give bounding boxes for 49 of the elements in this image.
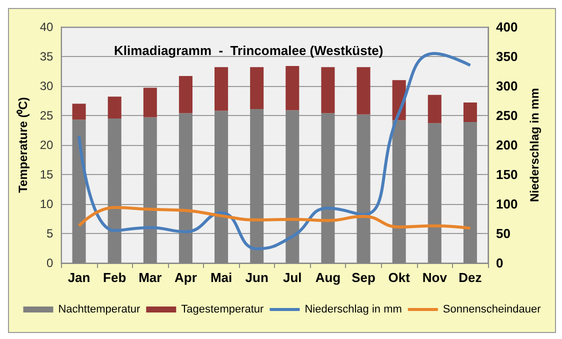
y-tick-label: 35 xyxy=(40,50,54,64)
y2-tick-label: 150 xyxy=(496,167,518,182)
bar xyxy=(178,76,192,114)
x-tick-label: Feb xyxy=(103,270,126,285)
y2-tick-label: 350 xyxy=(496,49,518,64)
x-tick-label: Jun xyxy=(245,270,268,285)
bar xyxy=(108,96,122,118)
legend-label: Sonnenscheindauer xyxy=(442,304,542,316)
y2-axis-title: Niederschlag in mm xyxy=(528,88,542,202)
bar xyxy=(428,94,442,124)
legend-label: Tagestemperatur xyxy=(181,304,264,316)
y2-tick-label: 0 xyxy=(496,256,504,270)
y-tick-label: 15 xyxy=(40,168,54,182)
y-tick-label: 0 xyxy=(46,256,54,270)
legend-label: Nachttemperatur xyxy=(58,304,140,316)
text: Klimadiagramm - Trincomalee (Westküste) xyxy=(114,43,384,58)
bar xyxy=(214,67,228,111)
y2-tick-label: 200 xyxy=(496,138,518,152)
x-tick-label: Sep xyxy=(352,270,376,285)
y2-tick-label: 50 xyxy=(496,226,510,241)
bar xyxy=(143,88,157,118)
y-tick-label: 40 xyxy=(40,20,54,34)
bar xyxy=(286,66,300,110)
x-tick-label: Mar xyxy=(138,270,162,285)
y2-tick-label: 300 xyxy=(496,78,518,94)
y-tick-label: 20 xyxy=(40,138,54,152)
bar xyxy=(463,102,477,122)
x-tick-label: Aug xyxy=(315,270,341,285)
x-tick-label: Mai xyxy=(210,270,232,285)
x-tick-label: Jan xyxy=(68,270,90,285)
y-tick-label: 25 xyxy=(40,108,54,122)
bar xyxy=(356,67,370,114)
y2-tick-label: 100 xyxy=(496,196,518,212)
bar xyxy=(72,104,86,120)
x-tick-label: Nov xyxy=(422,270,448,285)
bar xyxy=(321,67,335,114)
y-axis-title: Temperature (⁰C) xyxy=(16,97,30,193)
line-series xyxy=(78,206,472,230)
y2-tick-label: 250 xyxy=(496,108,518,123)
y-tick-label: 5 xyxy=(46,226,54,240)
y2-tick-label: 400 xyxy=(496,20,518,34)
x-tick-label: Okt xyxy=(388,270,411,285)
x-tick-label: Jul xyxy=(283,270,302,285)
x-tick-label: Dez xyxy=(458,270,482,285)
y-tick-label: 30 xyxy=(40,79,54,93)
legend-label: Niederschlag in mm xyxy=(304,304,402,316)
x-tick-label: Apr xyxy=(174,270,197,285)
bar xyxy=(250,67,264,110)
y-tick-label: 10 xyxy=(40,197,54,211)
